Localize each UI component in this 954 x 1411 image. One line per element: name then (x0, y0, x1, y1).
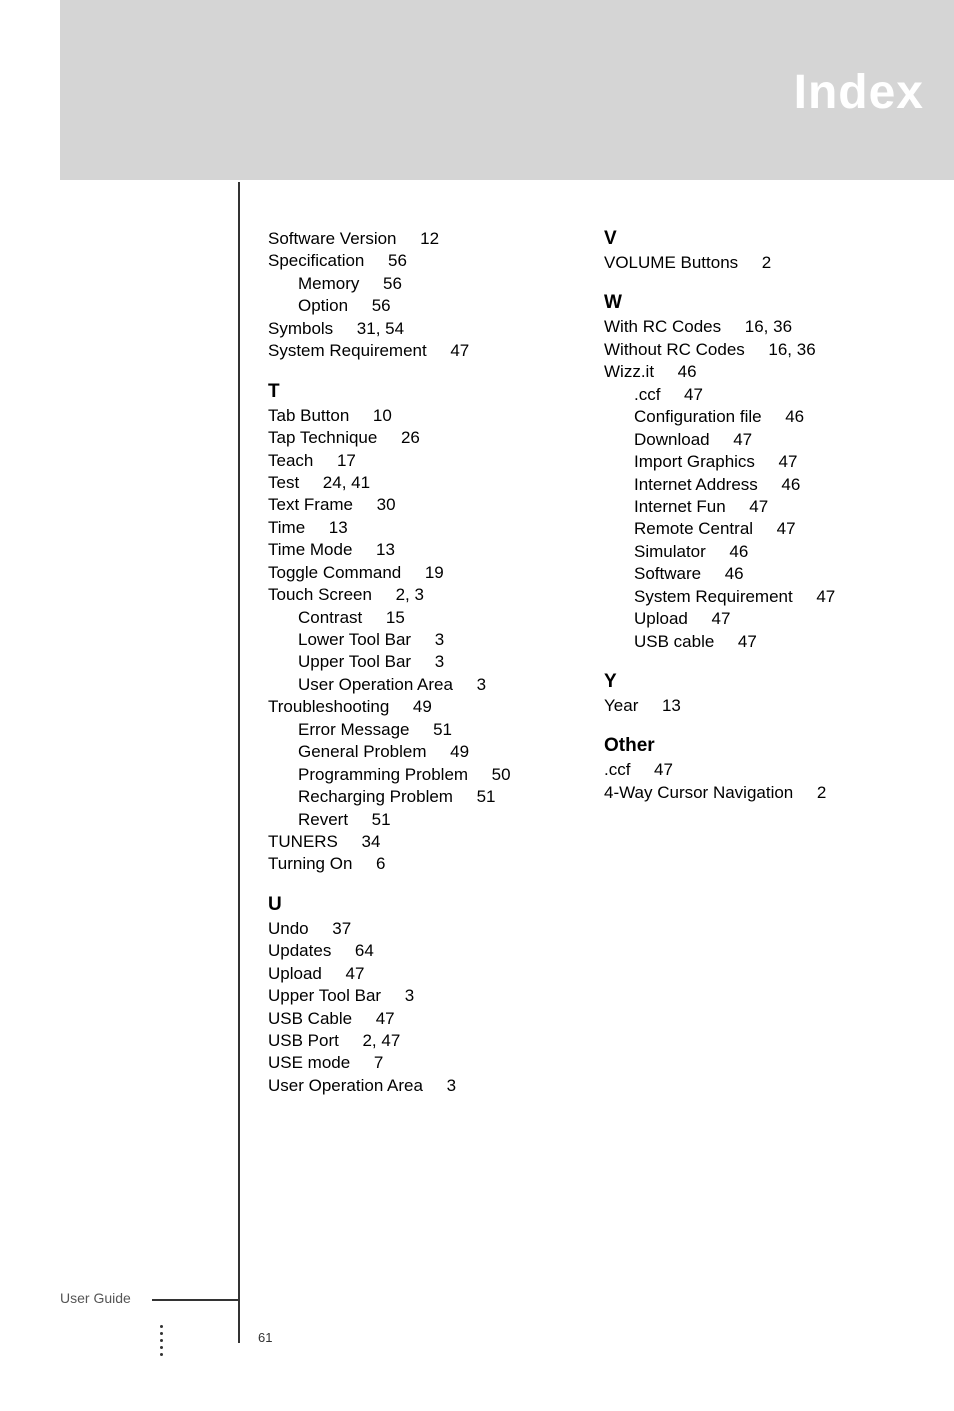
index-subentry: Option 56 (268, 295, 568, 317)
index-column-1: Software Version 12Specification 56Memor… (268, 228, 568, 1097)
index-letter-heading: U (268, 894, 568, 916)
index-entry: TUNERS 34 (268, 831, 568, 853)
index-entry: 4-Way Cursor Navigation 2 (604, 782, 918, 804)
index-entry: Updates 64 (268, 940, 568, 962)
index-subentry: Upper Tool Bar 3 (268, 651, 568, 673)
index-subentry: Memory 56 (268, 273, 568, 295)
index-entry: Wizz.it 46 (604, 361, 918, 383)
index-entry: Text Frame 30 (268, 494, 568, 516)
index-entry: Toggle Command 19 (268, 562, 568, 584)
index-subentry: System Requirement 47 (604, 586, 918, 608)
index-entry: Touch Screen 2, 3 (268, 584, 568, 606)
index-subentry: General Problem 49 (268, 741, 568, 763)
index-title: Index (794, 65, 924, 120)
index-entry: Turning On 6 (268, 853, 568, 875)
index-entry: Tap Technique 26 (268, 427, 568, 449)
index-entry: Year 13 (604, 695, 918, 717)
index-subentry: Revert 51 (268, 809, 568, 831)
index-entry: VOLUME Buttons 2 (604, 252, 918, 274)
index-subentry: Simulator 46 (604, 541, 918, 563)
index-letter-heading: W (604, 292, 918, 314)
index-subentry: Upload 47 (604, 608, 918, 630)
index-subentry: Import Graphics 47 (604, 451, 918, 473)
index-subentry: Contrast 15 (268, 607, 568, 629)
index-subentry: Lower Tool Bar 3 (268, 629, 568, 651)
user-guide-label: User Guide (60, 1290, 131, 1306)
index-subentry: Recharging Problem 51 (268, 786, 568, 808)
index-column-2: VVOLUME Buttons 2WWith RC Codes 16, 36Wi… (604, 228, 918, 1097)
index-subentry: Remote Central 47 (604, 518, 918, 540)
footer-dots-icon (160, 1325, 170, 1360)
index-entry: With RC Codes 16, 36 (604, 316, 918, 338)
index-subentry: User Operation Area 3 (268, 674, 568, 696)
index-subentry: Configuration file 46 (604, 406, 918, 428)
index-subentry: Internet Fun 47 (604, 496, 918, 518)
index-subentry: USB cable 47 (604, 631, 918, 653)
index-subentry: Programming Problem 50 (268, 764, 568, 786)
index-letter-heading: Other (604, 735, 918, 757)
index-entry: Undo 37 (268, 918, 568, 940)
index-subentry: Software 46 (604, 563, 918, 585)
index-entry: USE mode 7 (268, 1052, 568, 1074)
index-subentry: Download 47 (604, 429, 918, 451)
index-subentry: Error Message 51 (268, 719, 568, 741)
vertical-rule (238, 182, 240, 1342)
index-entry: Troubleshooting 49 (268, 696, 568, 718)
footer-hrule (152, 1299, 238, 1301)
index-entry: Tab Button 10 (268, 405, 568, 427)
index-subentry: Internet Address 46 (604, 474, 918, 496)
page-number: 61 (258, 1330, 272, 1345)
index-subentry: .ccf 47 (604, 384, 918, 406)
index-entry: USB Cable 47 (268, 1008, 568, 1030)
index-entry: Upper Tool Bar 3 (268, 985, 568, 1007)
index-letter-heading: Y (604, 671, 918, 693)
index-entry: USB Port 2, 47 (268, 1030, 568, 1052)
index-letter-heading: T (268, 381, 568, 403)
index-entry: Teach 17 (268, 450, 568, 472)
index-entry: Time 13 (268, 517, 568, 539)
index-entry: User Operation Area 3 (268, 1075, 568, 1097)
header-bar: Index (60, 0, 954, 180)
index-entry: System Requirement 47 (268, 340, 568, 362)
index-entry: Without RC Codes 16, 36 (604, 339, 918, 361)
footer-vrule (238, 1299, 240, 1343)
index-entry: Symbols 31, 54 (268, 318, 568, 340)
index-entry: Time Mode 13 (268, 539, 568, 561)
index-entry: Upload 47 (268, 963, 568, 985)
index-letter-heading: V (604, 228, 918, 250)
index-entry: .ccf 47 (604, 759, 918, 781)
index-entry: Software Version 12 (268, 228, 568, 250)
index-entry: Test 24, 41 (268, 472, 568, 494)
index-entry: Specification 56 (268, 250, 568, 272)
